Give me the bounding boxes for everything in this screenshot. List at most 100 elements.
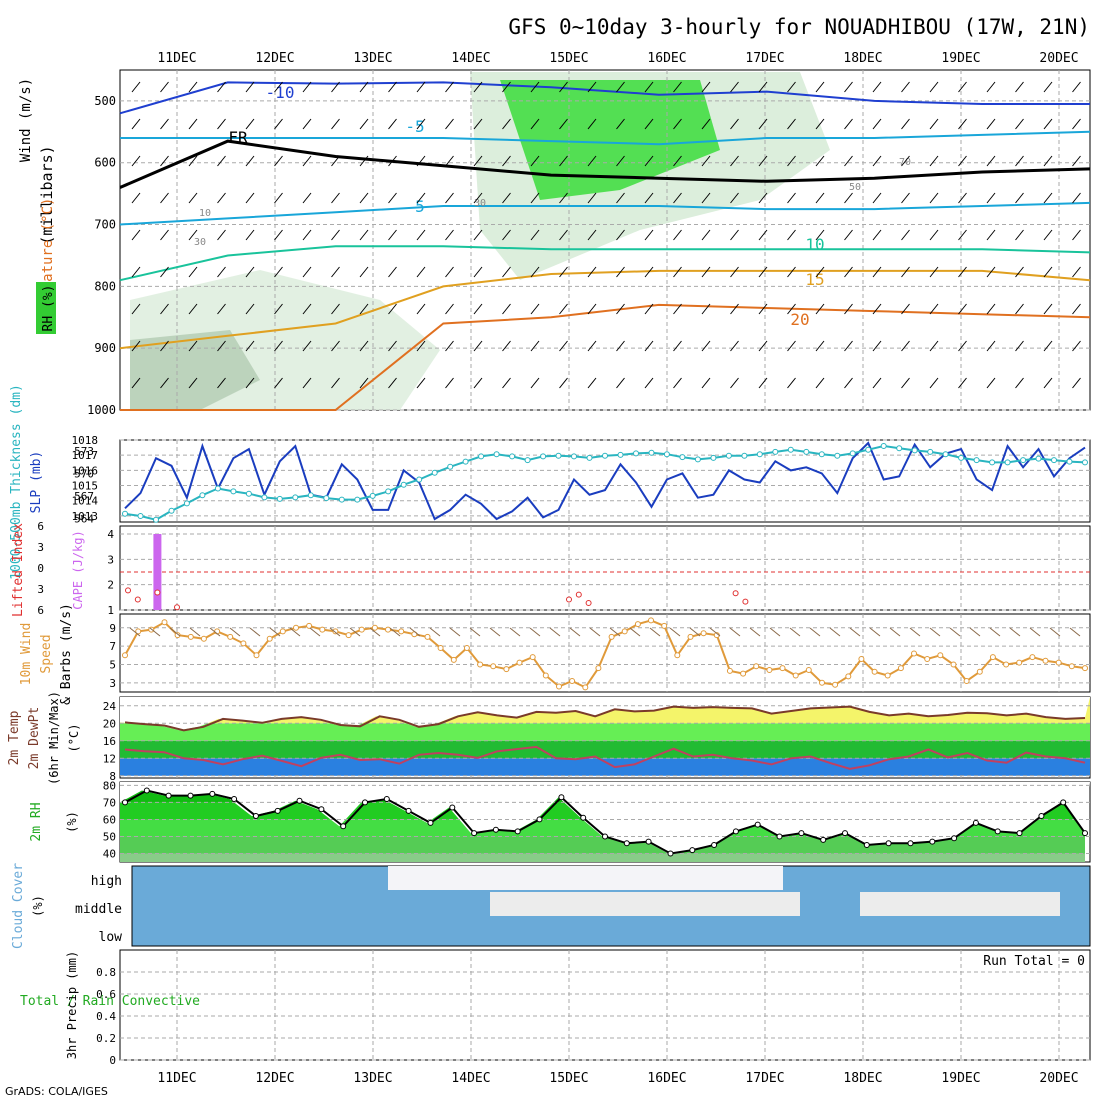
wind-barb — [473, 155, 483, 167]
wind-barb — [416, 266, 426, 278]
wind-barb — [131, 303, 141, 315]
wind-barb — [587, 377, 597, 389]
rh-legend-swatch — [36, 282, 56, 334]
rh-series-point — [340, 823, 347, 830]
wind-barb — [758, 266, 768, 278]
y-tick-label: 24 — [103, 700, 117, 713]
wind-barb — [929, 118, 939, 130]
wind-barb — [701, 192, 711, 204]
rh-series-point — [602, 833, 608, 840]
wind-speed-series-point — [621, 628, 628, 635]
axis-label: Total / Rain Convective — [20, 994, 200, 1009]
wind-barb — [245, 81, 255, 93]
wind-barb — [302, 266, 312, 278]
wind-barb — [1072, 81, 1081, 93]
wind-speed-series-point — [976, 668, 983, 675]
wind-barb — [217, 81, 226, 93]
rh-series-point — [471, 830, 478, 837]
rh-series-point — [231, 796, 238, 802]
contour-label: FR — [228, 128, 248, 147]
thickness-series-point — [865, 446, 872, 453]
wind-barb — [359, 192, 369, 204]
surface-wind-barb — [269, 627, 281, 637]
wind-barb — [331, 303, 340, 315]
axis-label: 2m DewPt — [27, 707, 42, 770]
wind-barb — [1015, 192, 1024, 204]
y-tick-label: 60 — [103, 813, 116, 826]
surface-wind-barb — [829, 627, 841, 637]
wind-barb — [388, 266, 397, 278]
wind-barb — [530, 192, 540, 204]
wind-barb — [758, 118, 768, 130]
rh-series-point — [427, 819, 434, 826]
wind-speed-series-point — [542, 672, 549, 679]
wind-barb — [217, 229, 226, 241]
wind-barb — [530, 81, 540, 93]
axis-label: 3hr Precip (mm) — [65, 951, 79, 1059]
thickness-series-point — [1066, 458, 1073, 465]
wind-barb — [815, 303, 825, 315]
thickness-series-point — [633, 450, 639, 457]
wind-barb — [587, 192, 597, 204]
isotherm-line — [119, 201, 1091, 226]
bottom-day-label: 17DEC — [745, 1071, 784, 1086]
thickness-series-point — [725, 452, 732, 459]
wind-speed-series-point — [740, 670, 747, 677]
thickness-series-point — [276, 495, 283, 502]
wind-barb — [673, 118, 682, 130]
contour-label: 15 — [805, 270, 824, 289]
surface-wind-barb — [169, 627, 181, 637]
wind-barb — [587, 266, 597, 278]
wind-speed-series-point — [766, 667, 773, 673]
wind-barb — [844, 81, 853, 93]
thickness-series-point — [509, 453, 516, 460]
y-tick-label: 900 — [94, 341, 116, 355]
wind-barb — [445, 303, 454, 315]
thickness-series-point — [245, 490, 252, 497]
wind-barb — [787, 118, 796, 130]
surface-wind-barb — [909, 627, 921, 637]
wind-barb — [644, 118, 654, 130]
wind-barb — [1072, 155, 1081, 167]
wind-barb — [188, 118, 198, 130]
wind-barb — [986, 377, 996, 389]
wind-speed-series-point — [595, 665, 602, 672]
wind-barb — [587, 155, 597, 167]
thickness-series-point — [1051, 457, 1057, 464]
wind-speed-series-point — [490, 663, 497, 670]
contour-label: -10 — [266, 83, 295, 102]
wind-barb — [986, 155, 996, 167]
top-day-label: 13DEC — [353, 51, 392, 66]
wind-barb — [986, 81, 996, 93]
bottom-day-label: 14DEC — [451, 1071, 490, 1086]
thickness-series-point — [230, 488, 237, 495]
surface-wind-barb — [669, 627, 681, 637]
axis-label: (%) — [31, 895, 45, 917]
wind-speed-series-point — [227, 633, 234, 640]
wind-barb — [359, 303, 369, 315]
wind-barb — [188, 303, 198, 315]
surface-wind-barb — [1029, 627, 1041, 637]
wind-speed-series-point — [569, 678, 576, 684]
wind-barb — [758, 303, 768, 315]
wind-barb — [929, 377, 939, 389]
wind-barb — [188, 155, 198, 167]
thickness-series-point — [447, 463, 454, 470]
li-point — [732, 590, 739, 597]
wind-speed-series-point — [1082, 665, 1088, 672]
li-point — [585, 600, 592, 606]
wind-speed-series-point — [266, 635, 273, 642]
thickness-series-point — [973, 457, 980, 464]
wind-barb — [559, 303, 568, 315]
wind-barb — [958, 340, 967, 352]
wind-barb — [901, 81, 910, 93]
wind-speed-series-point — [1068, 663, 1075, 670]
wind-barb — [245, 340, 255, 352]
wind-barb — [188, 377, 198, 389]
wind-barb — [958, 118, 967, 130]
wind-barb — [188, 229, 198, 241]
wind-barb — [872, 229, 882, 241]
wind-barb — [701, 340, 711, 352]
wind-barb — [445, 340, 454, 352]
